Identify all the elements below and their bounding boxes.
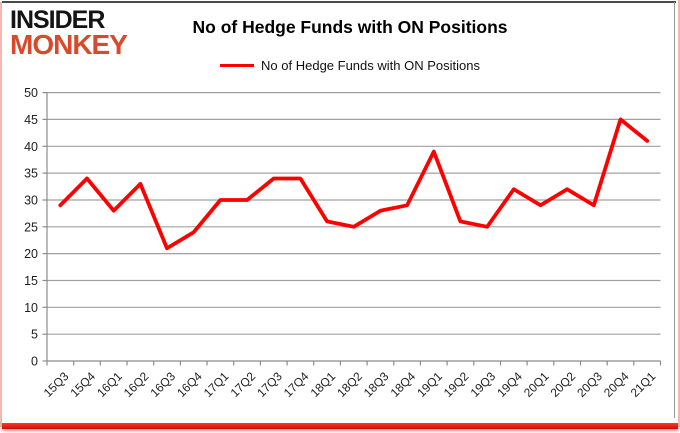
x-axis-tick-label: 18Q1 [308,369,339,400]
x-axis-tick-label: 19Q2 [441,369,472,400]
x-axis-tick-label: 20Q3 [574,369,605,400]
x-axis-tick-label: 17Q4 [281,369,312,400]
x-axis-tick-label: 16Q3 [147,369,178,400]
bottom-red-bar [2,423,678,429]
y-axis-tick-label: 0 [31,355,38,369]
y-axis-tick-label: 30 [24,194,38,208]
y-axis-tick-label: 20 [24,247,38,261]
x-axis-tick-label: 15Q4 [67,369,98,400]
x-axis-tick-label: 16Q4 [174,369,205,400]
y-axis-tick-label: 5 [31,328,38,342]
x-axis-tick-label: 18Q3 [361,369,392,400]
y-axis-tick-label: 40 [24,140,38,154]
y-axis-tick-label: 35 [24,167,38,181]
x-axis-tick-label: 20Q2 [548,369,579,400]
x-axis-tick-label: 19Q1 [414,369,445,400]
y-axis-tick-label: 10 [24,301,38,315]
x-axis-tick-label: 17Q2 [228,369,259,400]
legend-label: No of Hedge Funds with ON Positions [261,58,480,73]
x-axis-tick-label: 17Q3 [254,369,285,400]
y-axis-tick-label: 45 [24,113,38,127]
logo-line2: MONKEY [10,29,128,60]
x-axis-tick-label: 19Q4 [494,369,525,400]
x-axis-tick-label: 16Q2 [121,369,152,400]
x-axis-tick-label: 15Q3 [41,369,72,400]
y-axis-tick-label: 50 [24,86,38,100]
frame-left-border [0,2,2,427]
plot-right-border [674,2,675,418]
x-axis-tick-label: 20Q4 [601,369,632,400]
x-axis-tick-label: 18Q4 [388,369,419,400]
x-axis-tick-label: 20Q1 [521,369,552,400]
chart-legend: No of Hedge Funds with ON Positions [40,58,660,73]
y-axis-tick-label: 25 [24,220,38,234]
chart-title: No of Hedge Funds with ON Positions [192,17,508,37]
y-axis-tick-label: 15 [24,274,38,288]
frame-right-border [678,0,680,427]
insider-monkey-logo: INSIDER MONKEY [10,6,128,60]
x-axis-tick-label: 17Q1 [201,369,232,400]
series-line [58,117,650,251]
logo-line1: INSIDER [10,6,105,34]
x-axis-tick-label: 16Q1 [94,369,125,400]
chart-area-top-border [2,1,676,3]
x-axis-tick-label: 18Q2 [334,369,365,400]
x-axis-tick-label: 21Q1 [628,369,659,400]
x-axis-tick-label: 19Q3 [468,369,499,400]
legend-line-swatch [220,63,255,68]
